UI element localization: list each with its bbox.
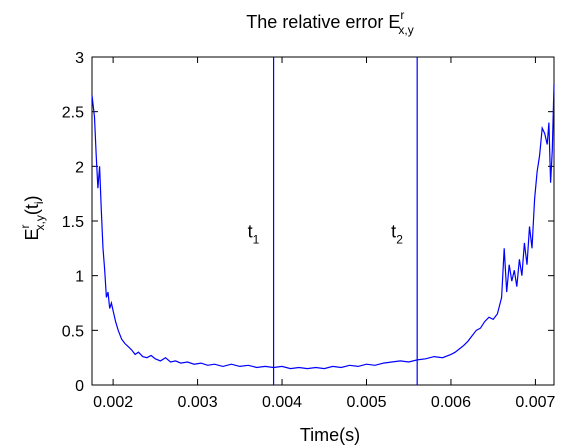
y-tick-label: 2.5 [62, 105, 84, 122]
ylabel-paren-open: (t [22, 204, 42, 215]
x-tick-label: 0.002 [93, 394, 133, 411]
chart-title: The relative error Er x,y [246, 8, 413, 37]
y-tick-label: 3 [75, 50, 84, 67]
y-axis-label: Erx,y(ti) [18, 195, 47, 240]
x-tick-label: 0.006 [431, 394, 471, 411]
title-subscript: x,y [398, 23, 413, 37]
series-line-relative-error [91, 84, 555, 370]
ylabel-superscript: r [18, 225, 32, 229]
vertical-marker-label: t2 [391, 221, 403, 246]
x-tick-label: 0.005 [346, 394, 386, 411]
reference-lines: t1 t2 [248, 57, 418, 385]
ylabel-paren-close: ) [22, 195, 42, 201]
x-axis-label: Time(s) [300, 425, 360, 445]
vertical-marker-label: t1 [248, 221, 260, 246]
title-main: The relative error E [246, 12, 400, 32]
y-tick-label: 0.5 [62, 323, 84, 340]
x-tick-label: 0.007 [515, 394, 555, 411]
ylabel-paren-subscript: i [32, 201, 46, 204]
y-tick-label: 2 [75, 159, 84, 176]
y-tick-label: 1.5 [62, 214, 84, 231]
ylabel-subscript: x,y [33, 215, 47, 230]
title-superscript: r [400, 8, 404, 22]
y-tick-label: 1 [75, 269, 84, 286]
axis-ticks: 0.002 0.003 0.004 0.005 0.006 0.007 0 0.5 1 1.5 2 2… [62, 50, 556, 411]
ylabel-base: E [22, 229, 42, 241]
x-tick-label: 0.003 [178, 394, 218, 411]
x-tick-label: 0.004 [262, 394, 302, 411]
y-tick-label: 0 [75, 378, 84, 395]
plot-area [91, 56, 555, 386]
